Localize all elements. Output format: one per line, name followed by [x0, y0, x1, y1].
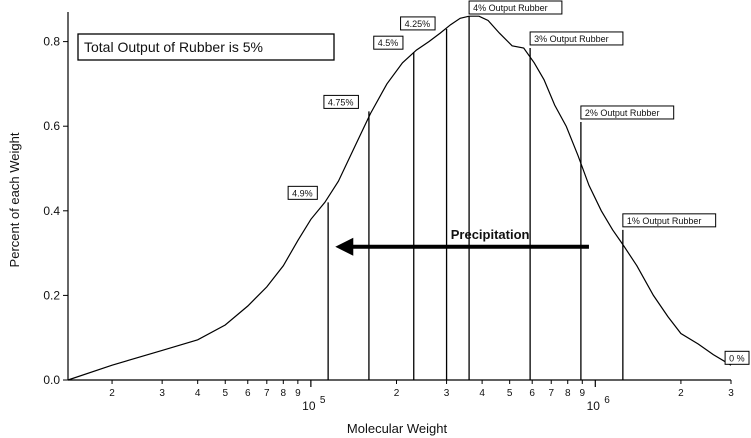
y-tick-label: 0.8 — [43, 35, 60, 49]
x-tick-label: 8 — [281, 388, 287, 399]
x-tick-label: 3 — [444, 388, 450, 399]
vertical-line-label: 1% Output Rubber — [627, 216, 702, 226]
x-tick-label: 3 — [728, 388, 734, 399]
y-tick-label: 0.2 — [43, 288, 60, 302]
x-axis-title: Molecular Weight — [347, 421, 448, 436]
x-tick-label: 4 — [479, 388, 485, 399]
x-tick-label: 5 — [507, 388, 513, 399]
chart-title: Total Output of Rubber is 5% — [84, 39, 263, 55]
precipitation-label: Precipitation — [451, 227, 530, 242]
x-tick-label: 9 — [579, 388, 585, 399]
annotations: Precipitation — [335, 227, 589, 256]
curve — [67, 15, 732, 381]
x-tick-label: 2 — [394, 388, 400, 399]
x-tick-label: 3 — [159, 388, 165, 399]
title-box — [77, 33, 335, 61]
x-major-tick-label: 10 — [587, 399, 601, 413]
vertical-line-label: 4.9% — [292, 188, 313, 198]
distribution-curve — [67, 15, 732, 381]
x-major-tick-label: 10 — [302, 399, 316, 413]
x-major-tick-exponent: 5 — [320, 395, 326, 406]
label-box — [373, 35, 404, 50]
vertical-line-label: 4.75% — [328, 97, 354, 107]
x-tick-label: 8 — [565, 388, 571, 399]
x-tick-label: 6 — [529, 388, 535, 399]
x-tick-label: 2 — [678, 388, 684, 399]
y-tick-label: 0.6 — [43, 119, 60, 133]
label-box — [323, 94, 359, 109]
label-box — [580, 105, 675, 120]
x-tick-label: 6 — [245, 388, 251, 399]
label-box — [400, 16, 436, 31]
x-major-tick-exponent: 6 — [604, 395, 610, 406]
vertical-line-label: 4.5% — [378, 38, 399, 48]
y-tick-label: 0.0 — [43, 373, 60, 387]
x-tick-label: 9 — [295, 388, 301, 399]
vertical-lines: 4.9% 4.75% 4.5% 4.25% 4% Output Rubber 3% Out… — [287, 0, 750, 380]
vertical-line-label: 0 % — [729, 353, 745, 363]
label-box — [529, 31, 624, 46]
vertical-line-label: 3% Output Rubber — [534, 34, 609, 44]
y-tick-label: 0.4 — [43, 204, 60, 218]
axes — [67, 12, 731, 381]
label-box — [468, 0, 563, 15]
precipitation-arrow-head — [335, 237, 354, 256]
x-tick-label: 7 — [264, 388, 270, 399]
x-tick-label: 2 — [109, 388, 115, 399]
vertical-line-label: 2% Output Rubber — [585, 108, 660, 118]
y-axis-title: Percent of each Weight — [7, 132, 22, 267]
label-box — [622, 213, 717, 228]
label-box — [724, 350, 750, 365]
x-tick-label: 4 — [195, 388, 201, 399]
x-tick-label: 7 — [548, 388, 554, 399]
vertical-line-label: 4.25% — [405, 19, 431, 29]
vertical-line-label: 4% Output Rubber — [473, 3, 548, 13]
ticks: 0.00.20.40.60.82 3 4 5 6 7 8 9 2 3 4 5 6 7 8 9 2 310 5 10 6 — [43, 35, 734, 413]
label-box — [287, 185, 318, 200]
x-tick-label: 5 — [222, 388, 228, 399]
